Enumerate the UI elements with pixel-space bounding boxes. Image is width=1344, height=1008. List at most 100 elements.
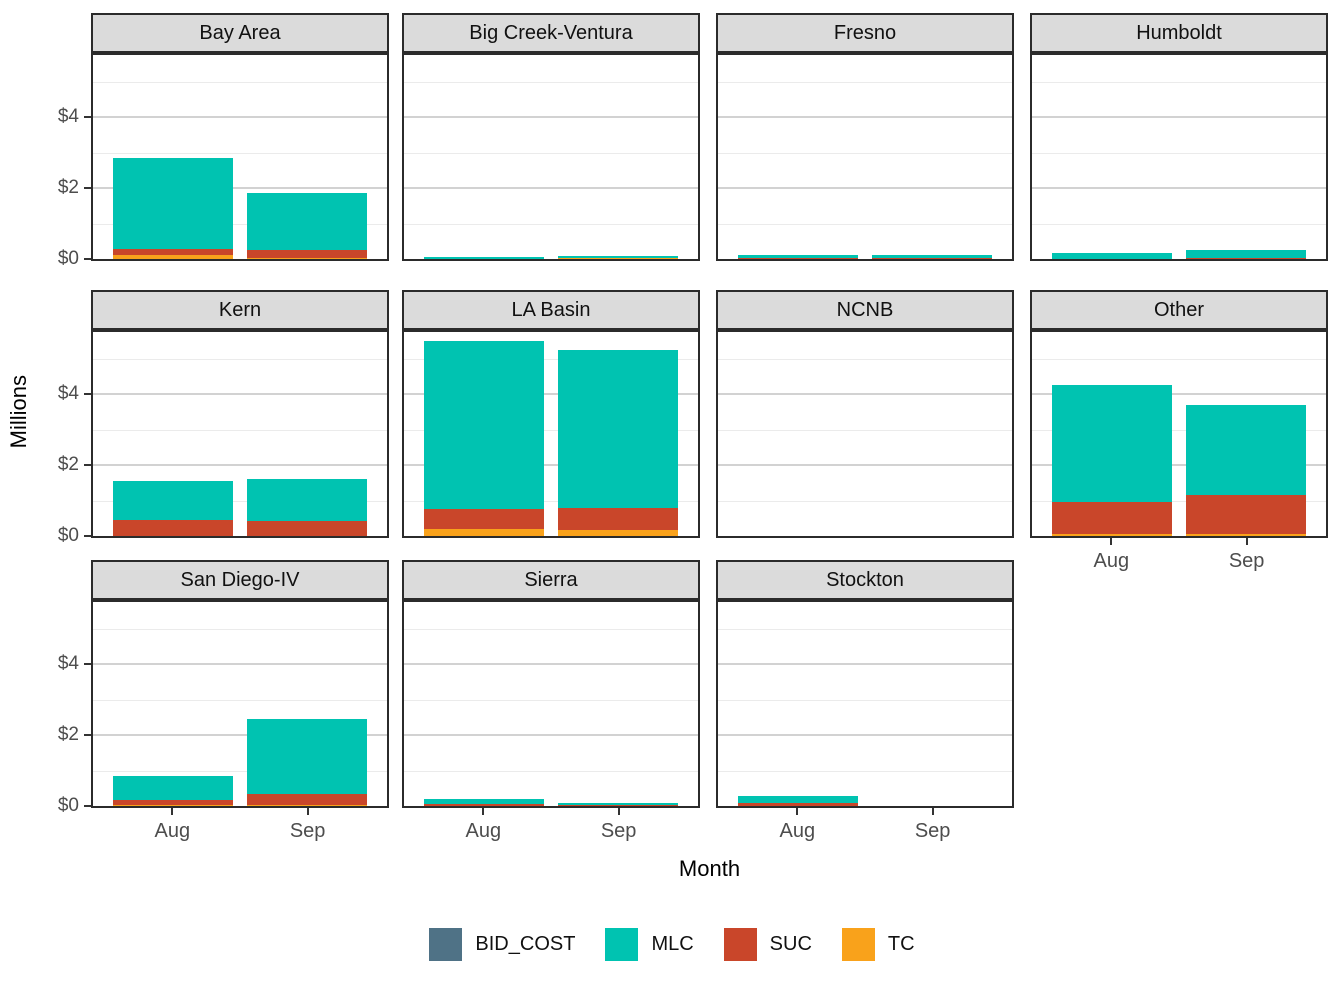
bar-sep <box>871 255 992 259</box>
bar-aug <box>424 256 545 259</box>
y-axis-title: Millions <box>6 13 32 810</box>
facet-strip: Humboldt <box>1030 13 1328 55</box>
bar-segment-mlc <box>1185 249 1306 258</box>
major-gridline <box>718 187 1012 189</box>
legend-item-suc: SUC <box>723 928 812 961</box>
y-tick-mark <box>84 535 91 537</box>
minor-gridline <box>1032 429 1326 431</box>
bar-segment-mlc <box>113 480 234 520</box>
bar-aug <box>113 775 234 806</box>
minor-gridline <box>718 699 1012 701</box>
y-tick-label: $0 <box>57 248 79 269</box>
legend-item-tc: TC <box>841 928 915 961</box>
y-tick-label: $2 <box>57 724 79 745</box>
facet-panel <box>716 332 1014 538</box>
major-gridline <box>1032 464 1326 466</box>
y-tick-mark <box>84 464 91 466</box>
bar-segment-suc <box>557 804 678 806</box>
major-gridline <box>404 734 698 736</box>
x-tick-label: Sep <box>600 820 637 842</box>
bar-segment-mlc <box>246 192 367 250</box>
bar-aug <box>738 796 859 806</box>
bar-segment-suc <box>113 248 234 256</box>
facet-title: Sierra <box>524 568 578 591</box>
bar-segment-tc <box>246 257 367 259</box>
facet-strip: Fresno <box>716 13 1014 55</box>
minor-gridline <box>1032 152 1326 154</box>
bar-aug <box>113 480 234 536</box>
major-gridline <box>1032 393 1326 395</box>
y-tick-mark <box>84 734 91 736</box>
major-gridline <box>93 734 387 736</box>
facet-san-diego-iv: San Diego-IV $0 $2 $4 Aug Sep <box>58 560 389 842</box>
major-gridline <box>718 734 1012 736</box>
major-gridline <box>1032 116 1326 118</box>
x-tick-mark <box>171 808 174 815</box>
facet-title: San Diego-IV <box>180 568 300 591</box>
facet-strip: Other <box>1030 290 1328 332</box>
x-axis-title: Month <box>678 856 741 881</box>
bar-segment-tc <box>557 257 678 259</box>
major-gridline <box>718 116 1012 118</box>
bar-segment-suc <box>738 803 859 806</box>
facet-title: Kern <box>218 298 262 321</box>
legend: BID_COST MLC SUC TC <box>0 928 1344 961</box>
facet-strip: Sierra <box>402 560 700 602</box>
y-tick-mark <box>84 258 91 260</box>
facet-panel <box>402 602 700 808</box>
minor-gridline <box>404 152 698 154</box>
minor-gridline <box>718 500 1012 502</box>
y-axis-title-text: Millions <box>6 374 31 449</box>
major-gridline <box>93 393 387 395</box>
major-gridline <box>404 464 698 466</box>
x-tick-mark <box>796 808 799 815</box>
bar-sep <box>246 192 367 259</box>
facet-panel <box>716 602 1014 808</box>
bar-segment-mlc <box>738 796 859 804</box>
bar-sep <box>246 719 367 806</box>
bar-sep <box>557 803 678 806</box>
legend-swatch-tc <box>841 928 875 961</box>
major-gridline <box>404 663 698 665</box>
major-gridline <box>404 393 698 395</box>
bar-segment-mlc <box>871 255 992 258</box>
minor-gridline <box>404 628 698 630</box>
minor-gridline <box>404 770 698 772</box>
facet-panel <box>402 55 700 261</box>
facet-stockton: Stockton Aug Sep <box>716 560 1014 842</box>
minor-gridline <box>718 429 1012 431</box>
major-gridline <box>1032 187 1326 189</box>
bar-segment-mlc <box>113 775 234 800</box>
bar-segment-mlc <box>113 158 234 249</box>
x-tick-label: Aug <box>1093 550 1130 572</box>
minor-gridline <box>93 223 387 225</box>
facet-panel <box>716 55 1014 261</box>
minor-gridline <box>1032 500 1326 502</box>
x-tick-label: Sep <box>1228 550 1265 572</box>
bar-segment-mlc <box>1052 252 1173 259</box>
y-tick-mark <box>84 663 91 665</box>
y-tick-label: $2 <box>57 177 79 198</box>
bar-segment-suc <box>1185 257 1306 259</box>
bar-segment-suc <box>246 521 367 536</box>
bar-segment-tc <box>113 255 234 259</box>
minor-gridline <box>718 358 1012 360</box>
bar-segment-suc <box>424 509 545 529</box>
major-gridline <box>404 187 698 189</box>
facet-panel <box>91 332 389 538</box>
facet-title: Big Creek-Ventura <box>469 21 633 44</box>
x-tick-label: Aug <box>154 820 191 842</box>
minor-gridline <box>93 628 387 630</box>
minor-gridline <box>718 770 1012 772</box>
legend-swatch-mlc <box>605 928 639 961</box>
bar-segment-suc <box>738 257 859 259</box>
legend-label: BID_COST <box>475 933 576 955</box>
y-tick-label: $4 <box>57 106 79 127</box>
y-tick-label: $0 <box>57 795 79 816</box>
minor-gridline <box>93 429 387 431</box>
facet-panel <box>1030 332 1328 538</box>
facet-big-creek-ventura: Big Creek-Ventura <box>402 13 700 261</box>
x-tick-label: Sep <box>289 820 326 842</box>
bar-segment-suc <box>246 249 367 258</box>
major-gridline <box>404 116 698 118</box>
